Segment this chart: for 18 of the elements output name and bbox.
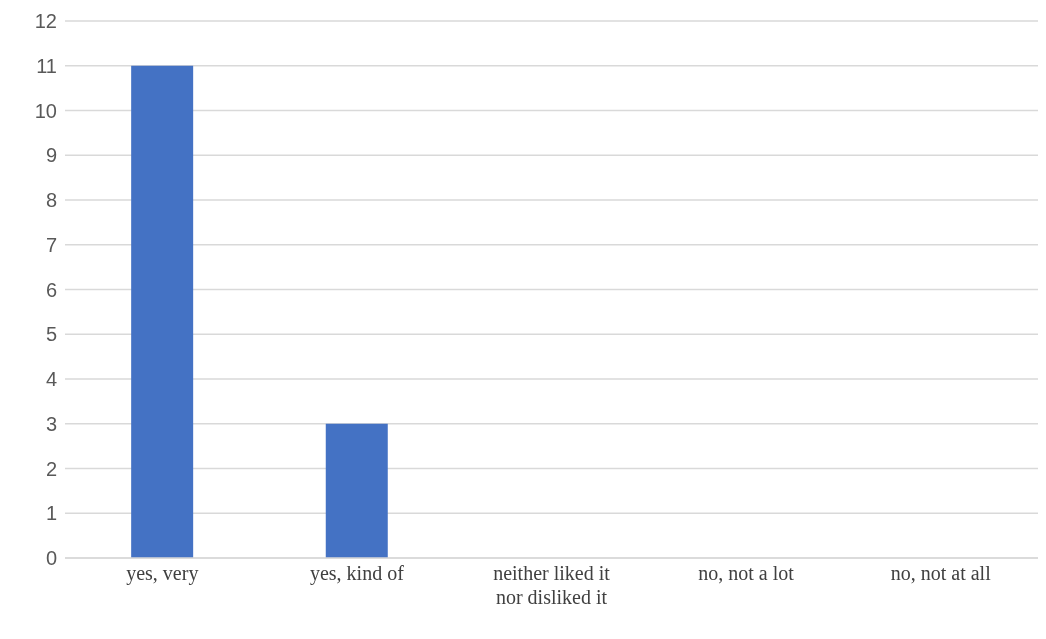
y-tick-label: 9: [45, 144, 57, 167]
y-tick-label: 2: [45, 457, 57, 480]
x-tick-label: yes, kind of: [309, 562, 405, 585]
y-tick-label: 6: [45, 278, 57, 301]
y-tick-label: 5: [45, 323, 57, 346]
x-tick-label: no, not at all: [890, 562, 992, 584]
y-tick-label: 1: [45, 502, 57, 525]
y-tick-label: 7: [45, 233, 57, 256]
y-tick-label: 12: [34, 10, 57, 33]
y-tick-label: 11: [36, 54, 57, 77]
y-tick-label: 0: [45, 547, 57, 570]
x-tick-label: no, not a lot: [698, 562, 795, 584]
y-tick-label: 3: [45, 412, 57, 435]
y-tick-label: 10: [34, 99, 57, 122]
x-tick-label: yes, very: [126, 562, 199, 585]
y-tick-label: 8: [45, 189, 57, 212]
y-tick-label: 4: [45, 368, 57, 391]
x-tick-label: neither liked it nor disliked it: [493, 562, 611, 608]
